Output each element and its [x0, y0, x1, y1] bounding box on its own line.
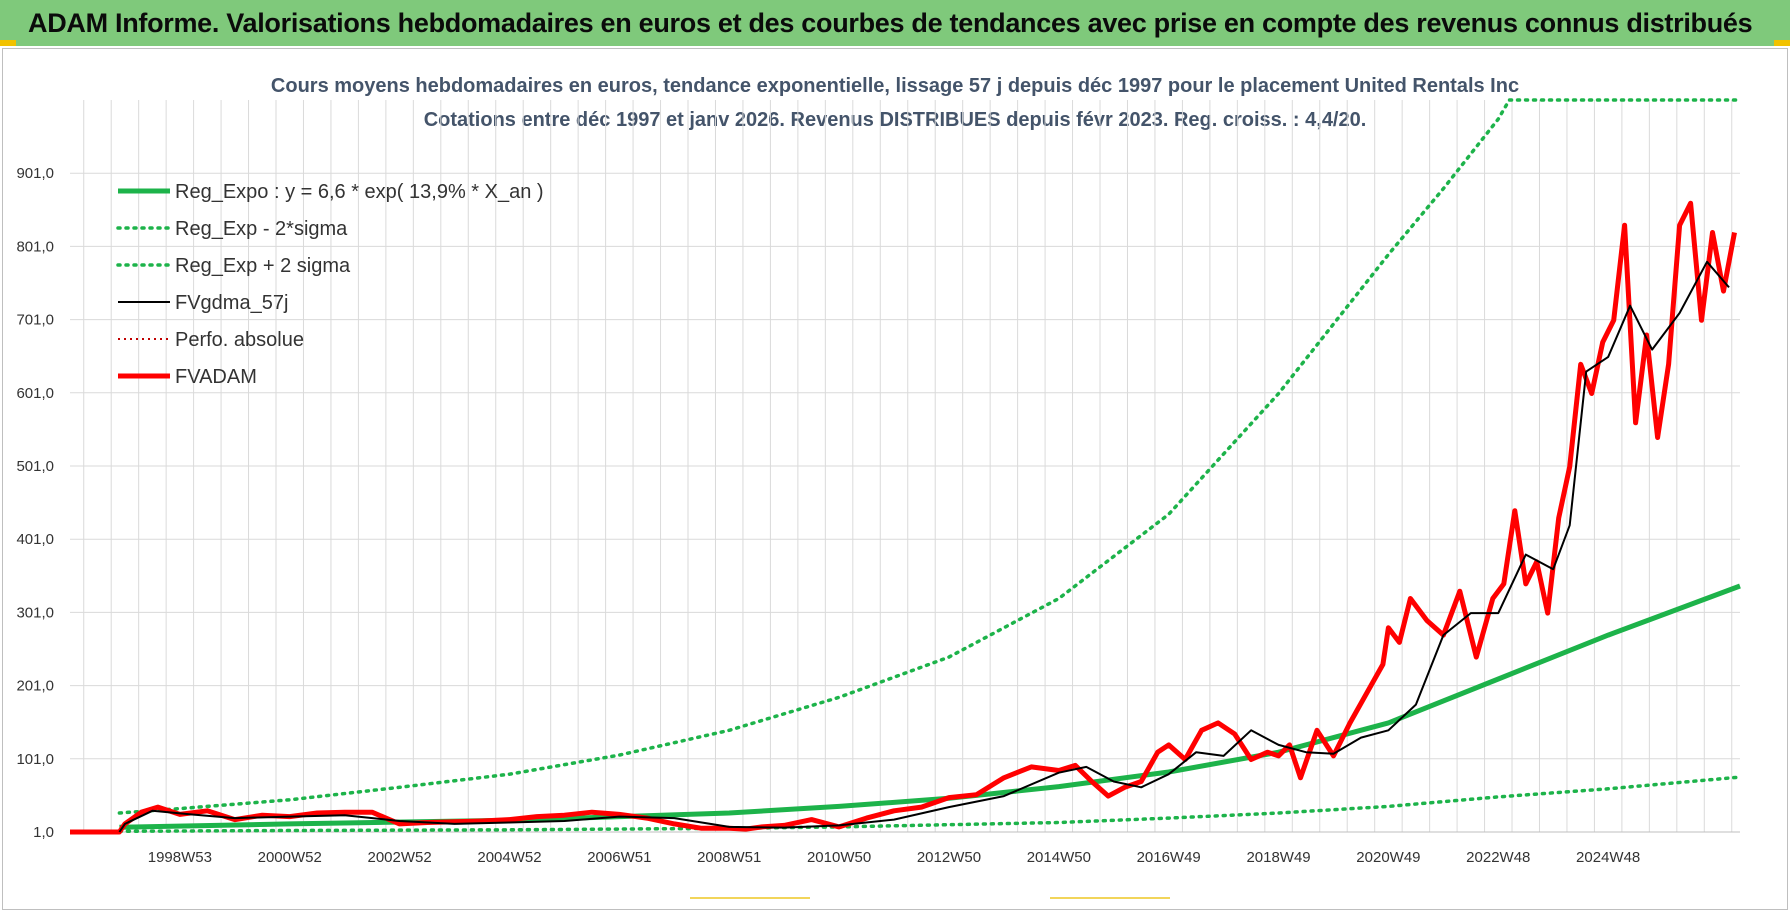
y-tick-label: 501,0: [16, 458, 54, 475]
legend-label: Reg_Exp + 2 sigma: [175, 255, 351, 277]
page-banner: ADAM Informe. Valorisations hebdomadaire…: [0, 0, 1790, 46]
y-tick-label: 801,0: [16, 238, 54, 255]
x-tick-label: 1998W53: [148, 849, 212, 866]
banner-title: ADAM Informe. Valorisations hebdomadaire…: [28, 7, 1753, 38]
corner-mark-right: [1774, 40, 1790, 46]
y-tick-label: 1,0: [33, 824, 54, 841]
x-tick-label: 2022W48: [1466, 849, 1530, 866]
y-tick-label: 601,0: [16, 385, 54, 402]
x-tick-label: 2000W52: [258, 849, 322, 866]
y-tick-label: 201,0: [16, 678, 54, 695]
x-tick-label: 2008W51: [697, 849, 761, 866]
corner-mark-left: [0, 40, 16, 46]
y-tick-label: 101,0: [16, 751, 54, 768]
x-tick-label: 2016W49: [1137, 849, 1201, 866]
legend-label: Reg_Expo : y = 6,6 * exp( 13,9% * X_an ): [175, 181, 544, 203]
x-tick-label: 2006W51: [587, 849, 651, 866]
x-tick-label: 2012W50: [917, 849, 981, 866]
legend: Reg_Expo : y = 6,6 * exp( 13,9% * X_an )…: [116, 181, 544, 388]
y-tick-label: 901,0: [16, 165, 54, 182]
plot-area: [70, 98, 1742, 835]
series-line-0: [119, 583, 1741, 830]
y-tick-label: 701,0: [16, 312, 54, 329]
grid: [70, 100, 1740, 833]
chart-subtitle: Cotations entre déc 1997 et janv 2026. R…: [424, 109, 1367, 131]
x-tick-label: 2004W52: [477, 849, 541, 866]
legend-label: FVADAM: [175, 366, 257, 388]
y-tick-label: 401,0: [16, 531, 54, 548]
series-line-1: [117, 775, 1742, 834]
legend-label: Perfo. absolue: [175, 329, 304, 351]
x-tick-label: 2024W48: [1576, 849, 1640, 866]
x-tick-label: 2018W49: [1246, 849, 1310, 866]
series-line-5: [70, 200, 1737, 835]
x-tick-label: 2010W50: [807, 849, 871, 866]
series-line-2: [117, 98, 1742, 815]
footer-mark-2: [1050, 897, 1170, 899]
chart-title: Cours moyens hebdomadaires en euros, ten…: [271, 75, 1519, 97]
x-tick-label: 2020W49: [1356, 849, 1420, 866]
y-tick-label: 301,0: [16, 604, 54, 621]
x-tick-label: 2014W50: [1027, 849, 1091, 866]
chart-frame: [2, 48, 1788, 910]
series-line-3: [118, 260, 1730, 833]
axes: 1,0 101,0 201,0 301,0 401,0 501,0 601,0 701,0 80…: [16, 165, 1740, 866]
footer-mark-1: [690, 897, 810, 899]
x-tick-label: 2002W52: [367, 849, 431, 866]
legend-label: Reg_Exp - 2*sigma: [175, 218, 348, 240]
legend-label: FVgdma_57j: [175, 292, 288, 314]
